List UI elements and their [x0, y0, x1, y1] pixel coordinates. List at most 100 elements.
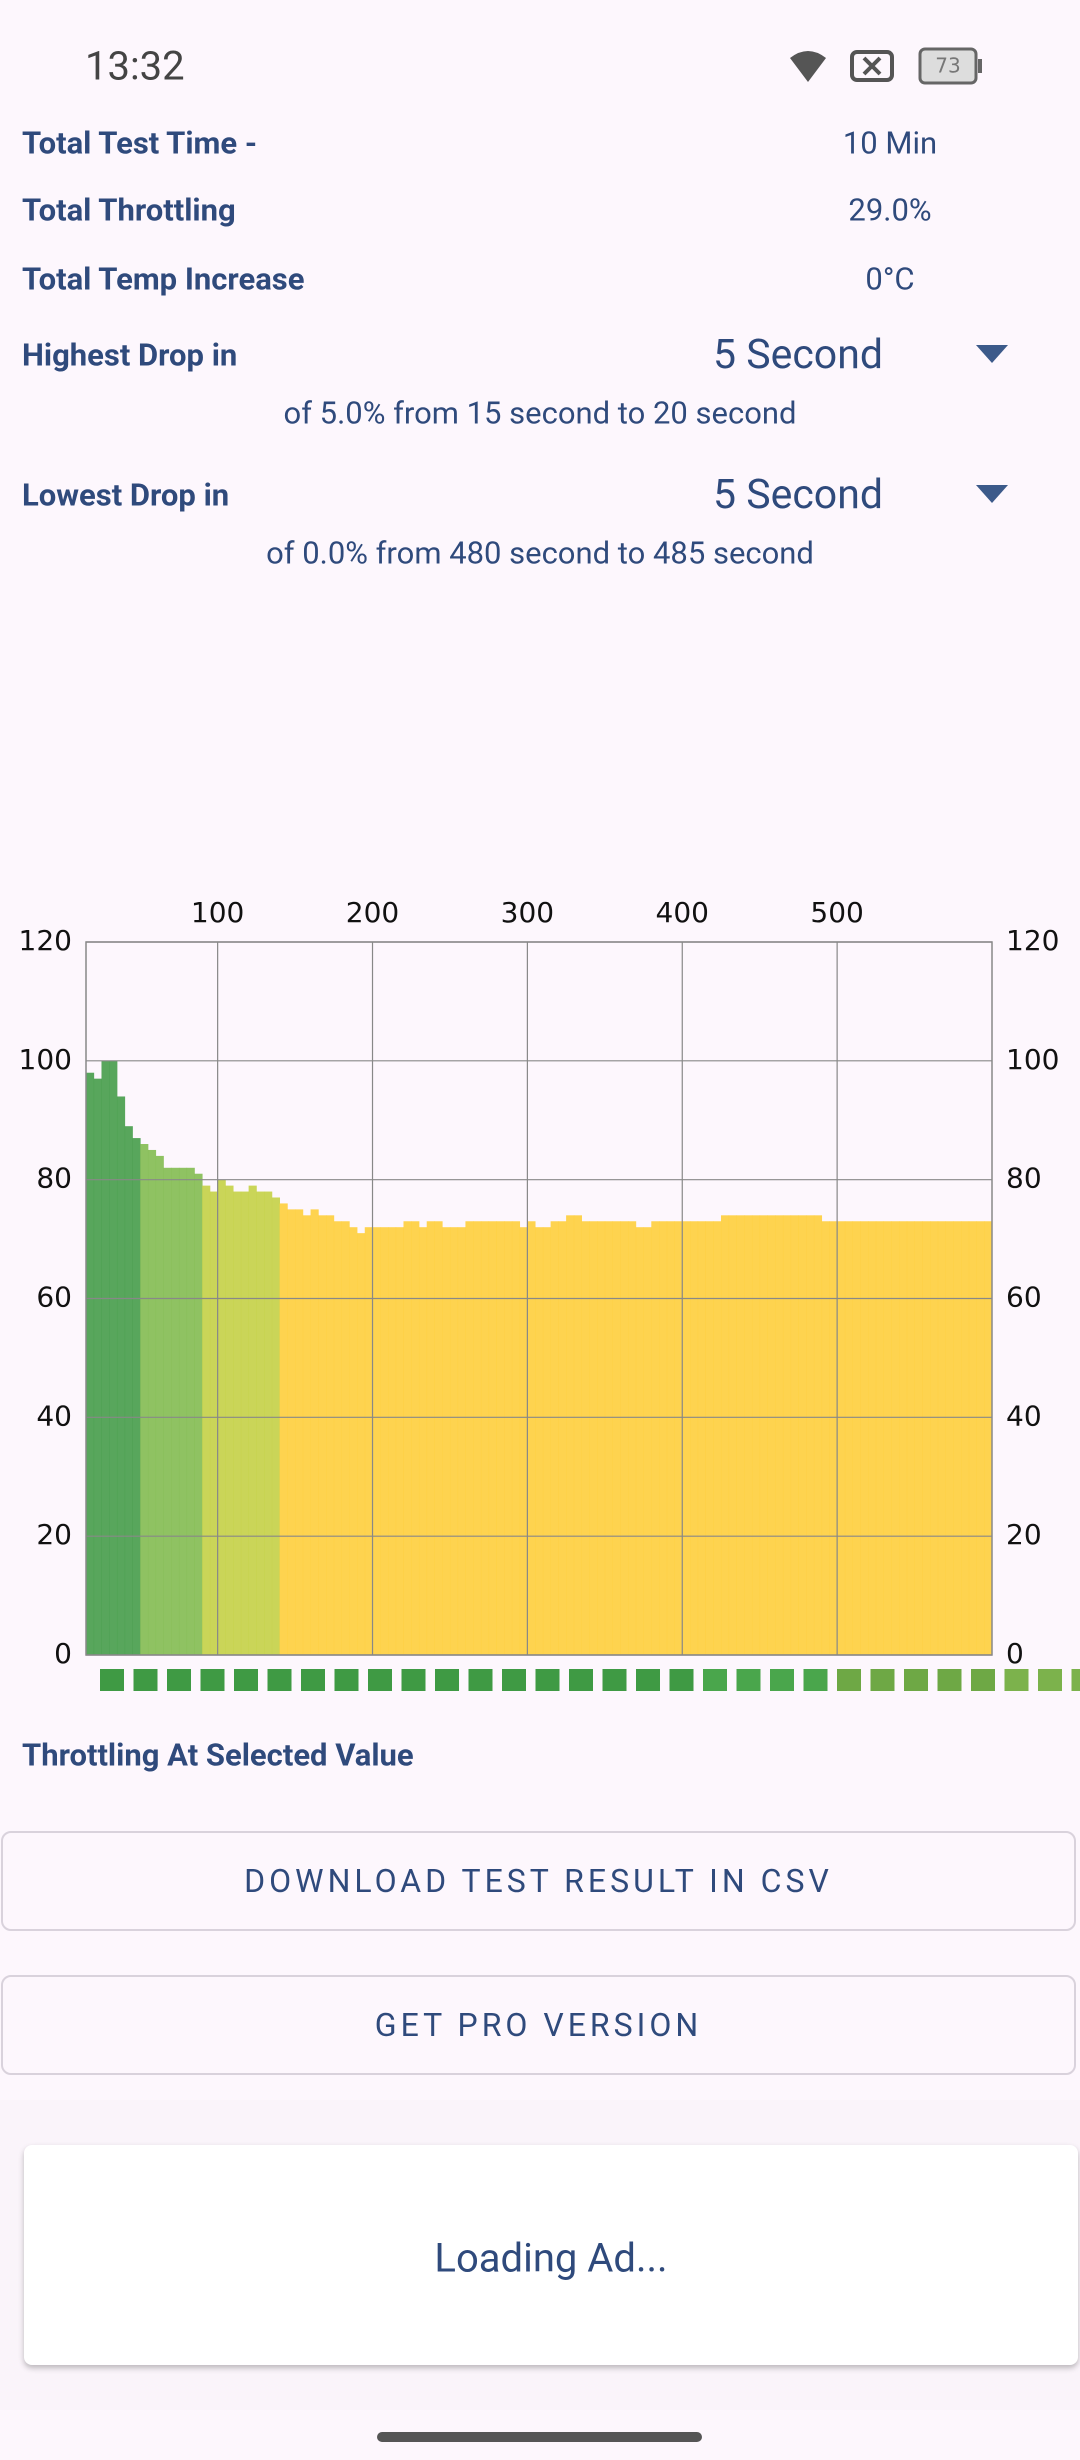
drop-detail: of 0.0% from 480 second to 485 second	[266, 534, 814, 572]
bar	[937, 1221, 946, 1655]
selector-swatch	[301, 1669, 325, 1691]
selector-swatch	[904, 1669, 928, 1691]
row-label: Total Throttling	[22, 191, 236, 229]
bar	[720, 1215, 730, 1655]
bar	[899, 1221, 908, 1655]
clock: 13:32	[85, 42, 185, 90]
selector-swatch	[569, 1669, 593, 1691]
bar	[264, 1191, 273, 1655]
y-tick-label: 40	[36, 1399, 72, 1432]
interval-dropdown[interactable]: 5 Second	[713, 331, 883, 379]
row-label: Total Test Time -	[22, 124, 258, 162]
selector-swatch	[200, 1669, 225, 1691]
status-icons: 73	[790, 47, 982, 85]
row-value: 29.0%	[848, 191, 932, 229]
y-tick-label: 100	[19, 1043, 72, 1076]
selector-swatch	[971, 1669, 995, 1691]
selector-swatch	[167, 1669, 191, 1691]
bar	[504, 1221, 513, 1655]
chart: 0 0 20 20 40 40 60 60 80 80 100 100 120 120 100 200 300 4…	[19, 896, 1080, 1691]
dropdown-arrow[interactable]	[976, 345, 1008, 365]
bar	[976, 1221, 985, 1655]
bar	[852, 1221, 861, 1655]
selector-swatch	[669, 1669, 694, 1691]
bar	[357, 1233, 366, 1655]
x-tick-label: 400	[656, 896, 709, 929]
bar	[697, 1221, 706, 1655]
bar	[209, 1191, 219, 1655]
bar	[968, 1221, 977, 1655]
bar	[666, 1221, 675, 1655]
bar	[573, 1215, 582, 1655]
pro-button[interactable]: GET PRO VERSION	[1, 1975, 1076, 2075]
bar	[597, 1221, 606, 1655]
y-tick-label: 60	[36, 1281, 72, 1314]
bar	[240, 1191, 250, 1655]
bar	[101, 1060, 110, 1655]
selector-swatch	[803, 1669, 828, 1691]
battery-level: 73	[935, 54, 960, 78]
bar	[581, 1221, 590, 1655]
home-indicator	[377, 2432, 702, 2442]
bar	[589, 1221, 598, 1655]
bar	[759, 1215, 768, 1655]
bar	[635, 1227, 644, 1655]
ad-card[interactable]: Loading Ad...	[24, 2145, 1078, 2365]
selector-swatch	[1004, 1669, 1029, 1691]
bar	[612, 1221, 621, 1655]
bar	[388, 1227, 397, 1655]
bar	[914, 1221, 923, 1655]
bar	[465, 1221, 474, 1655]
interval-dropdown[interactable]: 5 Second	[713, 471, 883, 519]
selector-swatch	[468, 1669, 493, 1691]
bar	[488, 1221, 497, 1655]
bar	[744, 1215, 753, 1655]
bar	[542, 1227, 552, 1655]
selector-swatch	[535, 1669, 560, 1691]
bar	[326, 1215, 335, 1655]
bar	[333, 1221, 342, 1655]
bar	[310, 1209, 319, 1655]
bar	[147, 1149, 157, 1655]
bar	[922, 1221, 931, 1655]
x-tick-label: 100	[191, 896, 244, 929]
dropdown-arrow[interactable]	[976, 485, 1008, 505]
bar	[813, 1215, 823, 1655]
selector-swatch	[937, 1669, 962, 1691]
download-button[interactable]: DOWNLOAD TEST RESULT IN CSV	[1, 1831, 1076, 1931]
bar	[395, 1227, 404, 1655]
x-tick-label: 500	[810, 896, 863, 929]
selector-swatch	[837, 1669, 861, 1691]
y2-tick-label: 60	[1006, 1281, 1042, 1314]
data-off-icon	[850, 50, 894, 82]
selector-swatch	[1038, 1669, 1062, 1691]
x-tick-label: 300	[501, 896, 554, 929]
selector-swatch	[267, 1669, 292, 1691]
bar	[318, 1215, 327, 1655]
y-tick-label: 20	[36, 1518, 72, 1551]
bar	[287, 1209, 296, 1655]
bar	[442, 1227, 451, 1655]
y2-tick-label: 120	[1006, 924, 1059, 957]
selector-swatch	[770, 1669, 794, 1691]
bar	[628, 1221, 637, 1655]
bar	[736, 1215, 745, 1655]
drop-detail: of 5.0% from 15 second to 20 second	[283, 394, 797, 432]
y-tick-label: 120	[19, 924, 72, 957]
bar	[713, 1221, 722, 1655]
data-off-cross	[862, 56, 882, 76]
bar	[426, 1221, 435, 1655]
bar	[380, 1227, 389, 1655]
bar	[496, 1221, 505, 1655]
selector-swatch	[334, 1669, 359, 1691]
bar	[279, 1203, 288, 1655]
y-tick-label: 0	[54, 1637, 72, 1670]
bar	[891, 1221, 900, 1655]
bar	[527, 1221, 536, 1655]
bar	[674, 1221, 683, 1655]
bar	[480, 1221, 490, 1655]
bar	[821, 1221, 830, 1655]
bar	[558, 1221, 567, 1655]
bar	[535, 1227, 544, 1655]
bar	[116, 1096, 126, 1655]
